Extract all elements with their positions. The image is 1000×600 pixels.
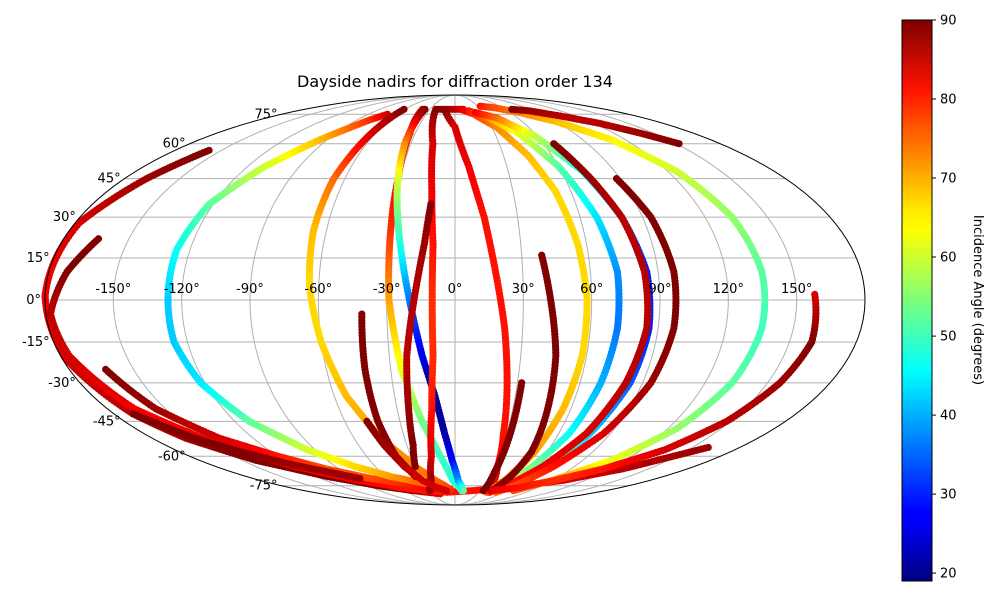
colorbar-ticks: 20 30 40 50 60 70 80 90 [932,14,957,582]
lat-tick-label: 30° [53,210,76,225]
colorbar-tick-label: 60 [940,251,957,266]
lat-tick-label: -75° [250,479,278,494]
data-point [459,487,467,495]
lon-tick-label: 60° [580,282,603,297]
lon-tick-label: 0° [448,282,463,297]
colorbar [901,19,933,582]
map-outline [44,94,866,506]
lon-tick-label: 150° [781,282,812,297]
meridian-line [317,95,456,505]
lat-tick-label: 0° [26,293,41,308]
data-point [675,140,683,148]
colorbar-tick-label: 70 [940,172,957,187]
colorbar-tick-label: 20 [940,567,957,582]
lon-tick-label: -30° [373,282,401,297]
data-point [356,474,364,483]
lat-tick-label: -60° [158,449,186,464]
lon-tick-label: 90° [648,282,671,297]
lat-tick-label: 60° [163,137,186,152]
colorbar-tick-label: 30 [940,488,957,503]
colorbar-tick-label: 90 [940,14,957,29]
lon-tick-label: 30° [512,282,535,297]
data-point [205,146,213,154]
lat-tick-label: 75° [254,107,277,122]
data-point [488,487,497,495]
chart-title: Dayside nadirs for diffraction order 134 [297,72,613,91]
colorbar-tick-label: 50 [940,330,957,345]
data-point [479,487,487,495]
longitude-tick-labels: -150° -120° -90° -60° -30° 0° 30° 60° 90° 120° 150… [95,282,812,297]
lat-tick-label: -45° [93,414,121,429]
lat-tick-label: -15° [22,335,50,350]
colorbar-tick-label: 40 [940,409,957,424]
meridian-line [454,95,729,505]
lon-tick-label: -120° [164,282,200,297]
colorbar-label: Incidence Angle (degrees) [970,215,985,385]
lon-tick-label: -150° [95,282,131,297]
colorbar-tick-label: 80 [940,93,957,108]
lon-tick-label: -60° [304,282,332,297]
data-point [426,487,434,495]
lat-tick-label: 15° [27,251,50,266]
lat-tick-label: 45° [98,172,121,187]
meridian-line [454,95,661,505]
lon-tick-label: -90° [236,282,264,297]
lon-tick-label: 120° [713,282,744,297]
data-tracks [41,102,820,498]
data-point [704,443,712,452]
latitude-tick-labels: -75° -60° -45° -30° -15° 0° 15° 30° 45° 60° 75° [22,107,278,493]
data-point [443,487,451,495]
lat-tick-label: -30° [48,376,76,391]
data-point [411,463,419,471]
